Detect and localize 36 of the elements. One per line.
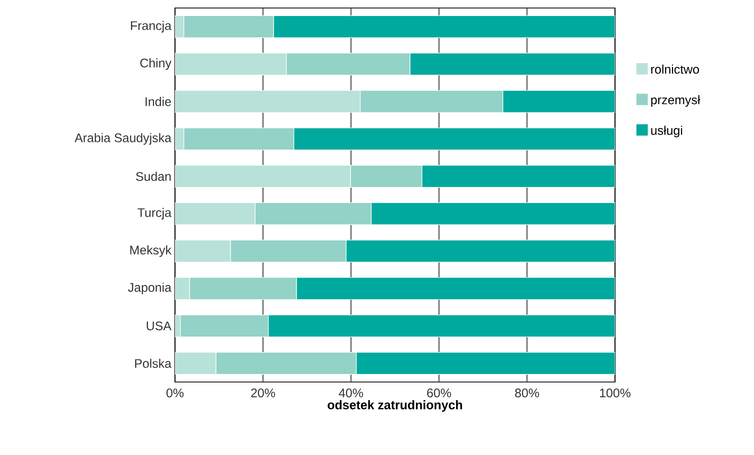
y-tick-label: Japonia — [128, 282, 172, 294]
bar — [175, 165, 351, 188]
bar — [175, 52, 287, 76]
x-axis-title: odsetek zatrudnionych — [328, 400, 462, 412]
bar — [175, 90, 361, 113]
x-tick-label: 80% — [515, 388, 540, 398]
bar — [370, 202, 616, 226]
bar — [346, 240, 616, 262]
bar — [294, 128, 616, 150]
y-tick-label: Meksyk — [130, 245, 172, 257]
bar — [175, 240, 231, 262]
legend-label: usługi — [651, 126, 682, 138]
bar — [273, 15, 616, 38]
bar — [268, 314, 616, 338]
y-tick-label: Polska — [135, 358, 172, 368]
y-tick-label: Sudan — [136, 172, 171, 181]
bar — [175, 352, 216, 375]
x-tick-label: 20% — [251, 388, 276, 398]
x-tick-label: 0% — [166, 388, 184, 398]
y-tick-label: Arabia Saudyjska — [74, 133, 172, 145]
x-tick-label: 100% — [600, 388, 630, 398]
bar — [422, 165, 616, 188]
legend-label: przemysł — [651, 95, 700, 107]
x-tick-label: 40% — [338, 388, 364, 398]
bar — [296, 277, 616, 300]
x-tick-label: 60% — [427, 388, 452, 398]
y-tick-label: Indie — [146, 96, 171, 106]
bar — [502, 90, 616, 113]
bar — [410, 52, 616, 76]
y-tick-label: Turcja — [138, 208, 172, 220]
legend-label: rolnictwo — [651, 64, 699, 74]
y-tick-label: USA — [146, 322, 172, 330]
y-tick-label: Francja — [130, 20, 172, 33]
y-tick-label: Chiny — [140, 58, 172, 70]
bar — [175, 202, 256, 226]
bar — [356, 352, 616, 375]
